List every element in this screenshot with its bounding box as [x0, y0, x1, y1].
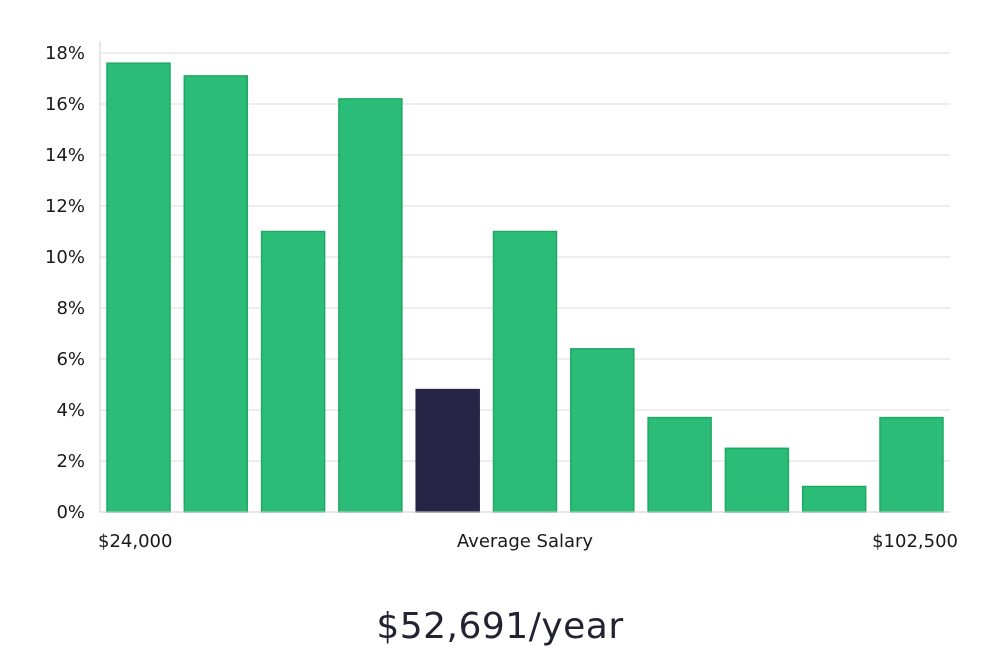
y-tick-label: 16%: [45, 94, 85, 115]
y-tick-label: 10%: [45, 247, 85, 268]
average-salary-headline: $52,691/year: [376, 606, 624, 647]
bar-bin-11: [879, 416, 944, 513]
y-tick-label: 6%: [56, 349, 85, 370]
bar-bin-1: [106, 62, 171, 513]
x-axis-title: Average Salary: [457, 531, 594, 552]
y-tick-label: 14%: [45, 145, 85, 166]
histogram-bars: [106, 62, 944, 513]
y-tick-label: 12%: [45, 196, 85, 217]
y-tick-label: 0%: [56, 502, 85, 523]
x-max-label: $102,500: [872, 531, 958, 552]
bar-bin-6: [492, 230, 558, 513]
bar-bin-10: [801, 485, 867, 513]
y-tick-label: 4%: [56, 400, 85, 421]
y-tick-label: 18%: [45, 43, 85, 64]
salary-histogram-chart: 0% 2% 4% 6% 8% 10% 12% 14% 16% 18% $24,000 Averag…: [45, 41, 958, 552]
y-tick-label: 2%: [56, 451, 85, 472]
bar-bin-2: [183, 75, 249, 513]
bar-bin-4: [338, 98, 403, 513]
y-axis-tick-labels: 0% 2% 4% 6% 8% 10% 12% 14% 16% 18%: [45, 43, 85, 523]
bar-bin-9: [724, 447, 790, 513]
bar-bin-8: [647, 416, 712, 513]
bar-bin-3: [260, 230, 326, 513]
bar-bin-7: [570, 348, 635, 513]
x-min-label: $24,000: [98, 531, 172, 552]
y-tick-label: 8%: [56, 298, 85, 319]
bar-average-salary-bin: [415, 388, 480, 513]
